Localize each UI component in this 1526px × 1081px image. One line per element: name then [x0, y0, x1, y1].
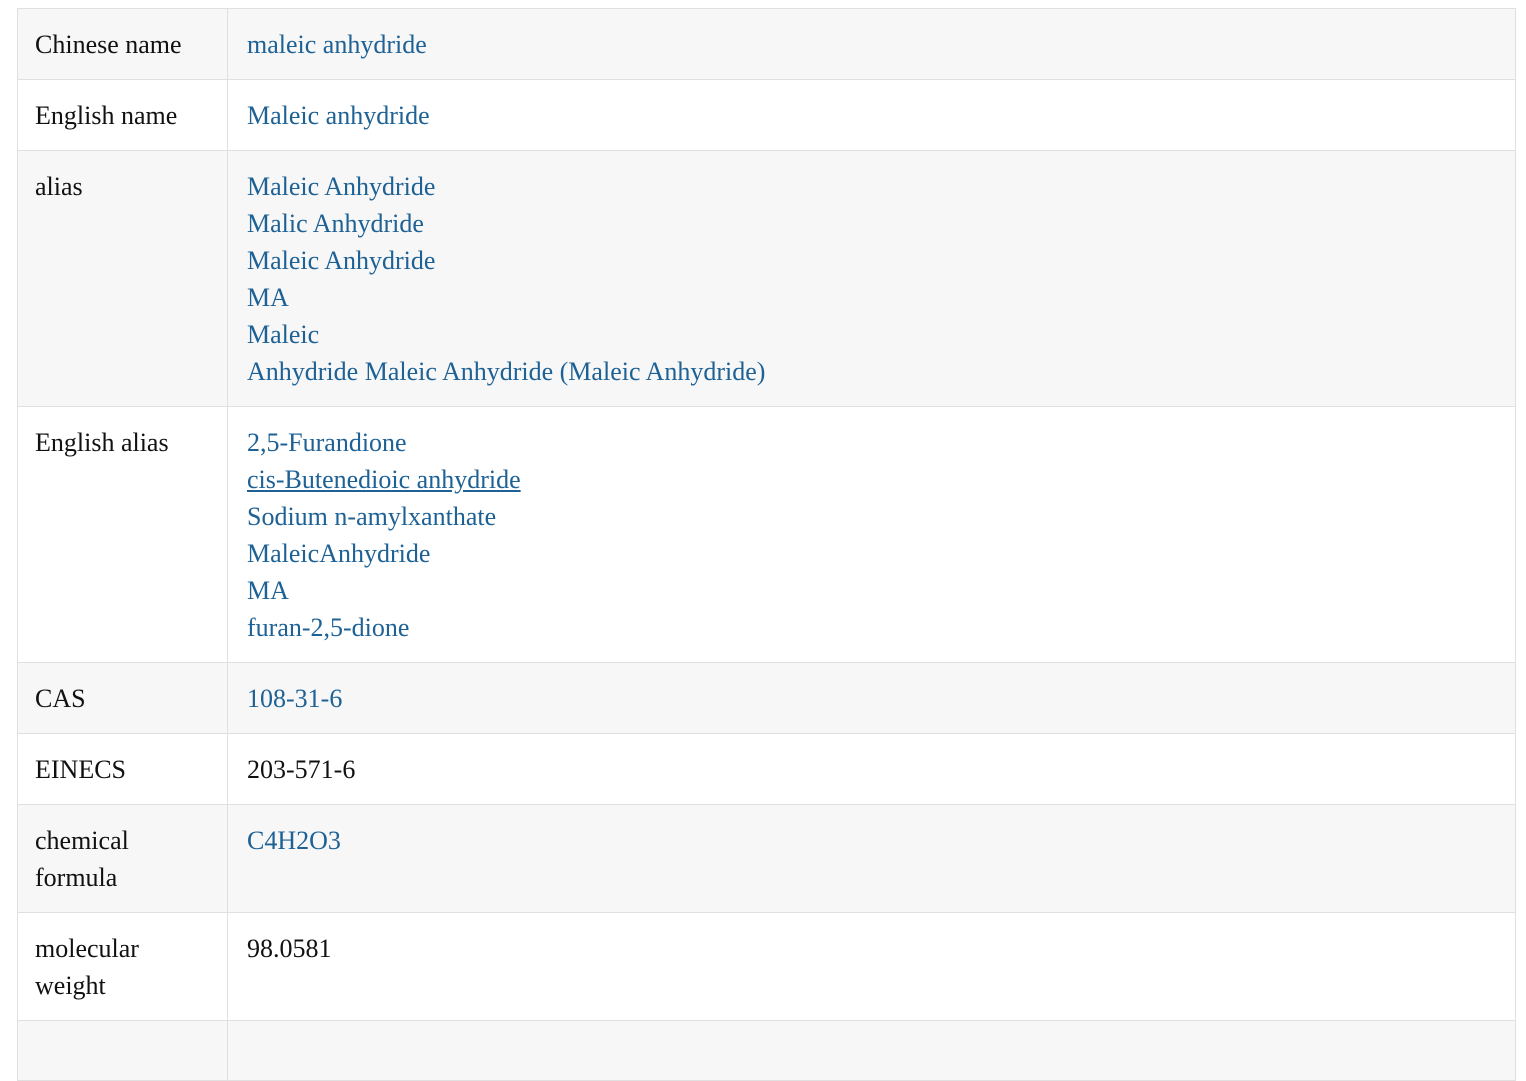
table-row: English name Maleic anhydride [17, 79, 1516, 151]
value-line: MaleicAnhydride [247, 535, 1495, 572]
property-link[interactable]: C4H2O3 [247, 826, 341, 855]
property-label: chemical formula [17, 804, 228, 913]
property-value [227, 1020, 1516, 1081]
chemical-properties-table: Chinese name maleic anhydride English name… [17, 8, 1516, 1081]
property-link[interactable]: Maleic Anhydride [247, 246, 436, 275]
value-line: 2,5-Furandione [247, 424, 1495, 461]
property-value: 203-571-6 [227, 733, 1516, 805]
property-link[interactable]: Malic Anhydride [247, 209, 424, 238]
value-line: 108-31-6 [247, 680, 1495, 717]
value-line: Malic Anhydride [247, 205, 1495, 242]
property-label: EINECS [17, 733, 228, 805]
value-line: Maleic Anhydride [247, 242, 1495, 279]
property-label: Chinese name [17, 8, 228, 80]
table-row: CAS 108-31-6 [17, 662, 1516, 734]
value-line: maleic anhydride [247, 26, 1495, 63]
value-line: 98.0581 [247, 930, 1495, 967]
property-link[interactable]: MA [247, 576, 289, 605]
property-value: 2,5-Furandione cis-Butenedioic anhydride S… [227, 406, 1516, 663]
table-row: molecular weight 98.0581 [17, 912, 1516, 1021]
property-value: 108-31-6 [227, 662, 1516, 734]
table-row: alias Maleic Anhydride Malic Anhydride Male… [17, 150, 1516, 407]
value-line: furan-2,5-dione [247, 609, 1495, 646]
value-line: Maleic Anhydride [247, 168, 1495, 205]
value-line: Maleic anhydride [247, 97, 1495, 134]
property-label [17, 1020, 228, 1081]
value-line: Maleic [247, 316, 1495, 353]
value-line: Anhydride Maleic Anhydride (Maleic Anhyd… [247, 353, 1495, 390]
table-row: Chinese name maleic anhydride [17, 8, 1516, 80]
value-line: MA [247, 279, 1495, 316]
property-link[interactable]: Anhydride Maleic Anhydride (Maleic Anhyd… [247, 357, 766, 386]
property-link[interactable]: Maleic [247, 320, 320, 349]
property-value: 98.0581 [227, 912, 1516, 1021]
property-link[interactable]: Maleic anhydride [247, 101, 430, 130]
property-label: alias [17, 150, 228, 407]
value-line: 203-571-6 [247, 751, 1495, 788]
property-link[interactable]: Sodium n-amylxanthate [247, 502, 497, 531]
property-link[interactable]: cis-Butenedioic anhydride [247, 465, 521, 494]
value-line: Sodium n-amylxanthate [247, 498, 1495, 535]
property-label: English alias [17, 406, 228, 663]
property-link[interactable]: furan-2,5-dione [247, 613, 410, 642]
property-text: 98.0581 [247, 934, 332, 963]
table-row: English alias 2,5-Furandione cis-Butenedio… [17, 406, 1516, 663]
value-line: cis-Butenedioic anhydride [247, 461, 1495, 498]
property-value: Maleic Anhydride Malic Anhydride Maleic An… [227, 150, 1516, 407]
property-label: molecular weight [17, 912, 228, 1021]
table-row: chemical formula C4H2O3 [17, 804, 1516, 913]
table-row: EINECS 203-571-6 [17, 733, 1516, 805]
property-value: C4H2O3 [227, 804, 1516, 913]
property-label: English name [17, 79, 228, 151]
property-link[interactable]: MA [247, 283, 289, 312]
property-link[interactable]: 108-31-6 [247, 684, 343, 713]
value-line: MA [247, 572, 1495, 609]
property-value: maleic anhydride [227, 8, 1516, 80]
property-value: Maleic anhydride [227, 79, 1516, 151]
property-label: CAS [17, 662, 228, 734]
chemical-properties-table-body: Chinese name maleic anhydride English name… [17, 8, 1516, 1081]
property-link[interactable]: Maleic Anhydride [247, 172, 436, 201]
property-link[interactable]: 2,5-Furandione [247, 428, 407, 457]
property-link[interactable]: maleic anhydride [247, 30, 427, 59]
value-line: C4H2O3 [247, 822, 1495, 859]
property-text: 203-571-6 [247, 755, 356, 784]
property-link[interactable]: MaleicAnhydride [247, 539, 431, 568]
table-row [17, 1020, 1516, 1081]
